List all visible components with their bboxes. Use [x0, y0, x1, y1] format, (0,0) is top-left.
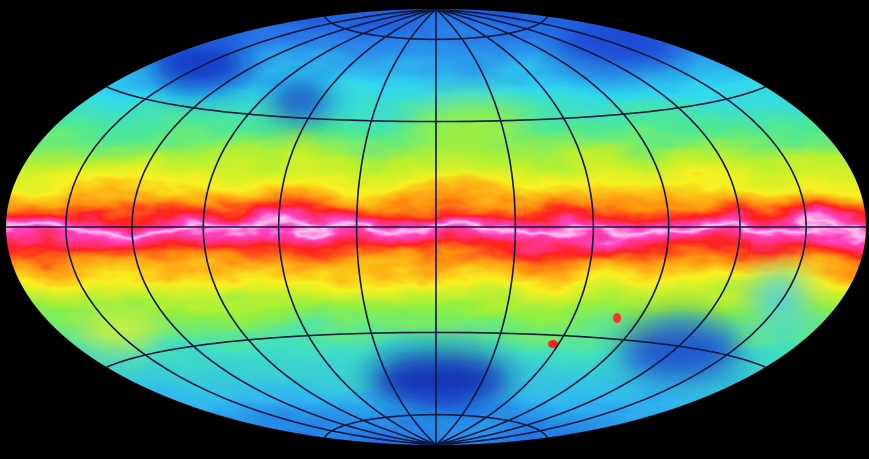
longitude-line — [435, 9, 595, 445]
longitude-line — [202, 9, 437, 445]
longitude-line — [131, 9, 437, 445]
longitude-line — [64, 9, 437, 445]
coordinate-grid — [6, 9, 866, 445]
longitude-line — [277, 9, 437, 445]
longitude-line — [355, 9, 437, 445]
magellanic-cloud — [613, 313, 621, 323]
longitude-line — [435, 9, 517, 445]
longitude-line — [435, 9, 741, 445]
longitude-line — [435, 9, 808, 445]
magellanic-cloud — [548, 340, 558, 348]
longitude-line — [435, 9, 670, 445]
